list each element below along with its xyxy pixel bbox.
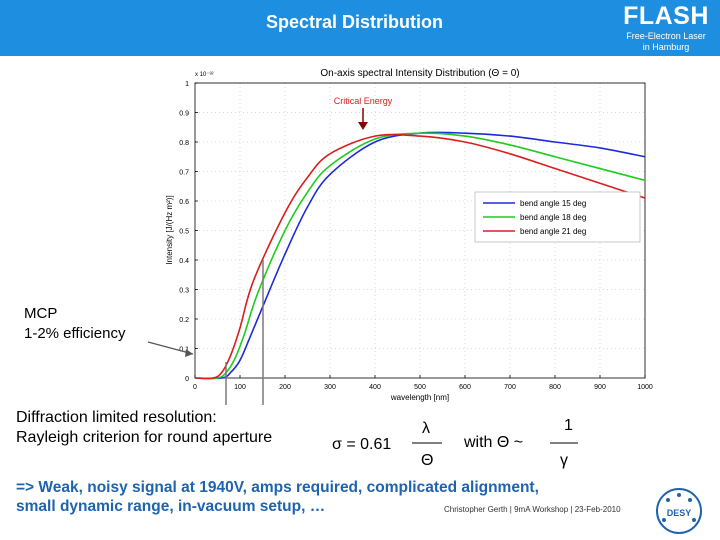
- mcp-label: MCP: [24, 305, 58, 322]
- conclusion-line-1: => Weak, noisy signal at 1940V, amps req…: [16, 479, 539, 496]
- x-tick-label: 700: [504, 384, 516, 391]
- brand-name: FLASH: [623, 2, 709, 30]
- brand-sub-line-1: Free-Electron Laser: [626, 31, 706, 41]
- desy-label: DESY: [666, 508, 692, 518]
- flash-logo: FLASH Free-Electron Laser in Hamburg: [612, 0, 720, 56]
- y-tick-label: 0.2: [179, 317, 189, 324]
- diffraction-line-1: Diffraction limited resolution:: [16, 409, 217, 426]
- x-tick-label: 300: [324, 384, 336, 391]
- slide-title: Spectral Distribution: [266, 12, 444, 32]
- chart-legend: bend angle 15 deg bend angle 18 deg bend a…: [474, 191, 641, 243]
- y-tick-label: 0: [185, 376, 189, 383]
- series-line-1: [194, 131, 646, 380]
- brand-subtitle: Free-Electron Laser in Hamburg: [612, 31, 720, 53]
- y-axis-label: Intensity [J/(Hz m²)]: [165, 195, 174, 264]
- desy-logo: DESY: [656, 488, 702, 534]
- critical-energy-arrow-head: [358, 122, 368, 130]
- x-tick-label: 100: [234, 384, 246, 391]
- x-tick-label: 400: [369, 384, 381, 391]
- x-tick-label: 1000: [637, 384, 653, 391]
- header-bar: Spectral Distribution FLASH Free-Electro…: [0, 0, 720, 56]
- brand-sub-line-2: in Hamburg: [642, 42, 690, 52]
- y-tick-label: 0.6: [179, 199, 189, 206]
- chart-title: On-axis spectral Intensity Distribution …: [320, 68, 519, 79]
- x-tick-label: 0: [193, 384, 197, 391]
- mcp-callout: MCP 1-2% efficiency: [24, 304, 125, 344]
- x-tick-label: 800: [549, 384, 561, 391]
- y-tick-label: 0.7: [179, 170, 189, 177]
- y-exponent-label: x 10⁻³²: [195, 72, 214, 78]
- x-tick-label: 600: [459, 384, 471, 391]
- mcp-pointer: [147, 341, 194, 355]
- y-tick-label: 0.9: [179, 111, 189, 118]
- x-tick-label: 200: [279, 384, 291, 391]
- y-tick-label: 0.3: [179, 288, 189, 295]
- x-tick-label: 900: [594, 384, 606, 391]
- diffraction-line-2: Rayleigh criterion for round aperture: [16, 429, 273, 446]
- legend-label-2: bend angle 18 deg: [520, 213, 586, 222]
- y-tick-label: 1: [185, 81, 189, 88]
- y-tick-label: 0.8: [179, 140, 189, 147]
- mcp-pointer-head: [185, 349, 193, 357]
- conclusion-text: => Weak, noisy signal at 1940V, amps req…: [16, 478, 656, 516]
- footer-note: Christopher Gerth | 9mA Workshop | 23-Fe…: [444, 505, 621, 514]
- y-tick-label: 0.5: [179, 229, 189, 236]
- y-tick-label: 0.4: [179, 258, 189, 265]
- x-axis-label: wavelength [nm]: [390, 393, 449, 402]
- conclusion-line-2: small dynamic range, in-vacuum setup, …: [16, 498, 326, 515]
- series-line-2: [194, 132, 646, 380]
- y-tick-label: 0.1: [179, 347, 189, 354]
- mcp-efficiency: 1-2% efficiency: [24, 325, 126, 342]
- critical-energy-label: Critical Energy: [334, 96, 393, 106]
- x-tick-label: 500: [414, 384, 426, 391]
- diffraction-note: Diffraction limited resolution: Rayleigh…: [16, 408, 272, 448]
- legend-label-1: bend angle 15 deg: [520, 199, 586, 208]
- legend-label-3: bend angle 21 deg: [520, 227, 586, 236]
- chart-annotations: Critical Energy: [147, 96, 393, 405]
- plot-frame: [194, 82, 646, 379]
